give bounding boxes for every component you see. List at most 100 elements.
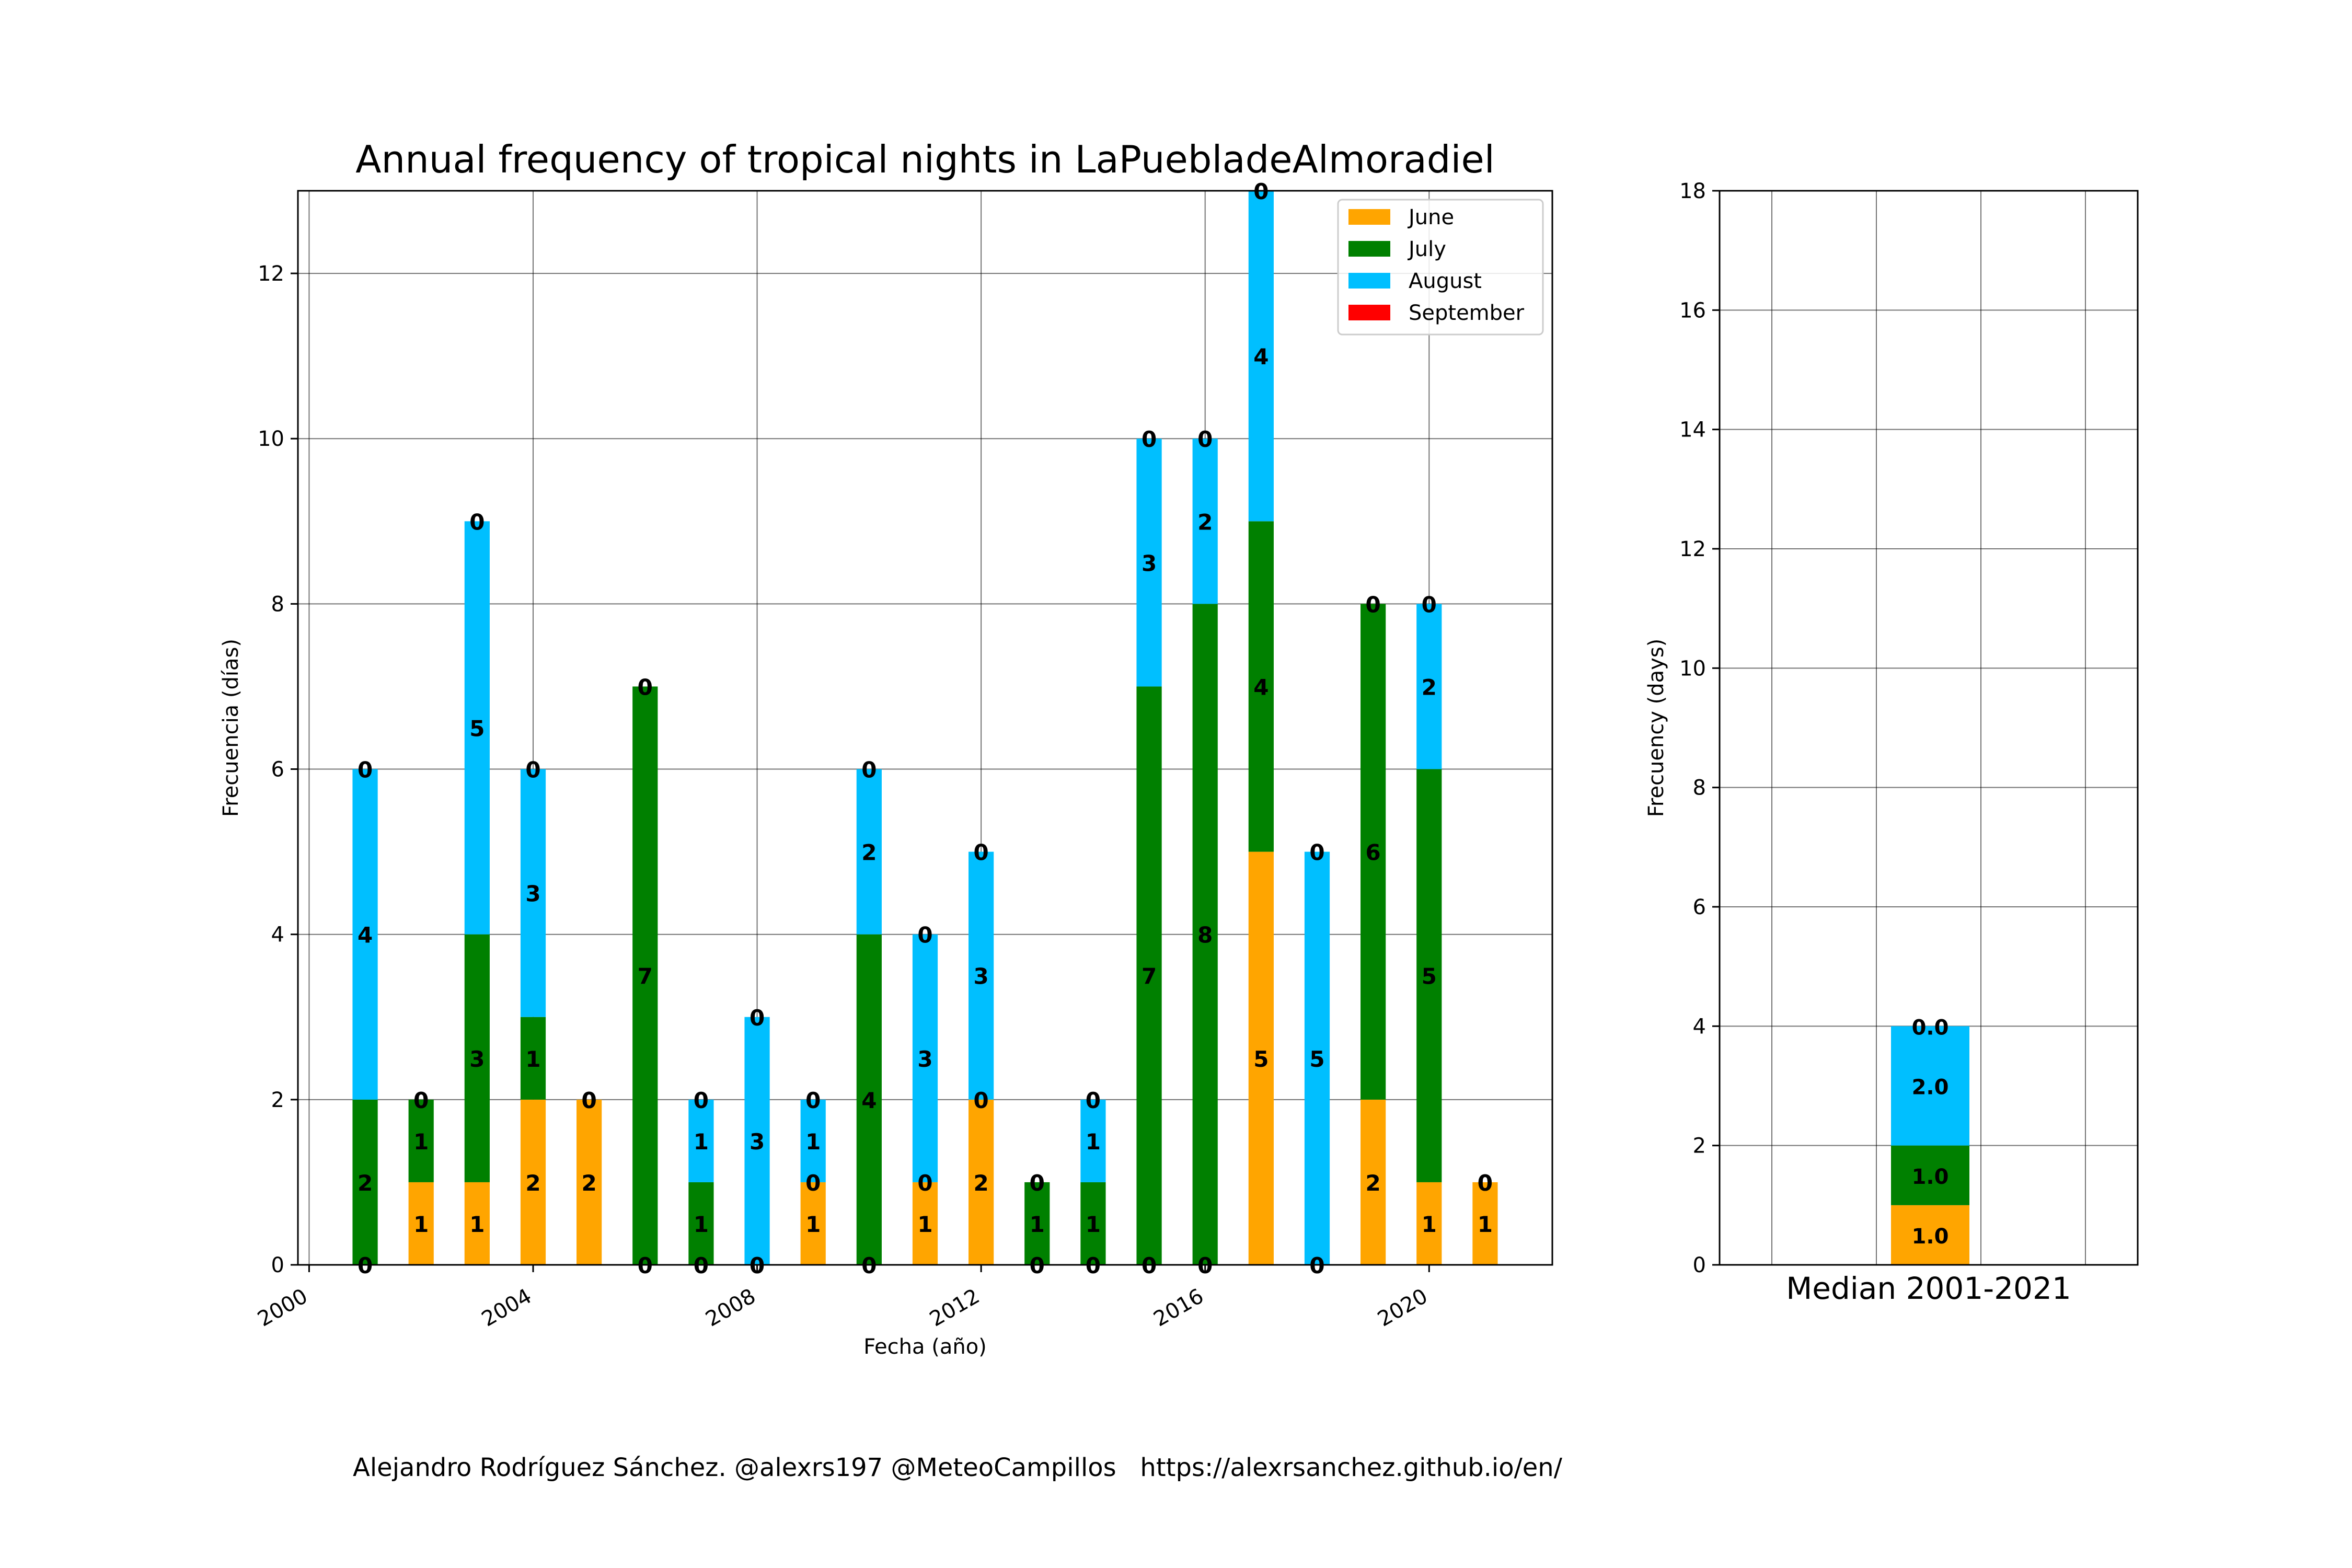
plot-frame xyxy=(297,190,1553,1266)
data-label: 0 xyxy=(358,757,373,783)
bar-august xyxy=(1248,191,1274,522)
x-tick-label: 2012 xyxy=(926,1284,984,1332)
data-label: 5 xyxy=(469,716,485,742)
data-label: 0 xyxy=(413,1088,429,1113)
y-tick-label: 0 xyxy=(1693,1253,1706,1277)
bar-june xyxy=(577,1099,602,1265)
legend-label: August xyxy=(1409,269,1482,293)
y-tick-label: 8 xyxy=(1693,776,1706,800)
legend-label: September xyxy=(1409,301,1525,325)
data-label: 0 xyxy=(413,1088,429,1113)
data-label: 1 xyxy=(1086,1129,1101,1155)
data-label: 1 xyxy=(917,1212,932,1237)
data-label: 0 xyxy=(582,1088,597,1113)
data-label: 4 xyxy=(861,1088,877,1113)
median-chart: 1.0 1.0 2.0 0.0 0 2 4 6 8 10 12 14 16 18 Median 2001-2… xyxy=(1644,179,2139,1306)
bar-july xyxy=(856,934,882,1265)
bar-june xyxy=(969,1099,994,1265)
data-label: 1 xyxy=(1030,1212,1045,1237)
data-label: 0 xyxy=(805,1088,821,1113)
bar-june xyxy=(1361,1099,1386,1265)
bar-july xyxy=(1248,521,1274,852)
data-label: 0 xyxy=(694,1088,709,1113)
credit-text: Alejandro Rodríguez Sánchez. @alexrs197 … xyxy=(353,1453,1562,1482)
data-label: 0 xyxy=(1309,840,1324,866)
data-label: 1 xyxy=(805,1212,821,1237)
data-label: 1 xyxy=(1478,1212,1493,1237)
data-label: 2 xyxy=(1422,674,1437,700)
data-label: 1 xyxy=(694,1129,709,1155)
bar-june xyxy=(408,1182,434,1265)
data-label: 2 xyxy=(582,1170,597,1196)
data-label: 0 xyxy=(1422,592,1437,617)
data-label: 0 xyxy=(1086,1088,1101,1113)
median-x-label: Median 2001-2021 xyxy=(1786,1271,2071,1306)
bar-august xyxy=(1136,439,1162,687)
data-label: 1 xyxy=(694,1212,709,1237)
data-label: 2 xyxy=(1197,509,1213,535)
bar-august xyxy=(1304,851,1330,1265)
data-label: 3 xyxy=(974,964,989,989)
data-label: 0 xyxy=(1030,1170,1045,1196)
data-label: 0 xyxy=(638,674,653,700)
bar-august xyxy=(912,934,938,1182)
x-tick-label: 2000 xyxy=(253,1284,312,1332)
data-label: 3 xyxy=(750,1129,765,1155)
legend-box xyxy=(1337,199,1544,336)
data-label: 8 xyxy=(1197,923,1213,948)
data-label: 0 xyxy=(1366,592,1381,617)
data-label: 0 xyxy=(1030,1170,1045,1196)
y-tick-label: 14 xyxy=(1679,418,1706,442)
bar-july xyxy=(1136,686,1162,1265)
data-label: 2 xyxy=(1366,1170,1381,1196)
data-label: 3 xyxy=(1142,550,1157,576)
data-label: 0 xyxy=(638,674,653,700)
y-tick-label: 12 xyxy=(1679,537,1706,561)
data-label: 4 xyxy=(358,923,373,948)
bar-july xyxy=(688,1182,714,1265)
data-label: 1 xyxy=(525,1046,540,1072)
bar-june xyxy=(800,1182,826,1265)
data-label: 0 xyxy=(469,509,485,535)
y-tick-label: 0 xyxy=(271,1253,284,1277)
bar-july xyxy=(1416,769,1442,1182)
data-label: 7 xyxy=(638,964,653,989)
bar-august xyxy=(464,521,490,935)
median-data-label: 0.0 xyxy=(1912,1016,1949,1040)
x-tick-label: 2016 xyxy=(1150,1284,1208,1332)
bar-july xyxy=(1361,604,1386,1100)
data-label: 0 xyxy=(917,1170,932,1196)
data-label: 3 xyxy=(469,1046,485,1072)
bar-june xyxy=(1416,1182,1442,1265)
y-tick-label: 10 xyxy=(258,427,284,451)
data-label: 7 xyxy=(1142,964,1157,989)
bar-august xyxy=(1416,604,1442,769)
data-label: 3 xyxy=(525,881,540,907)
main-chart: 0240110013502130200007000110003010100420… xyxy=(219,137,1553,1359)
bar-july xyxy=(352,1099,378,1265)
x-tick-label: 2020 xyxy=(1374,1284,1432,1332)
y-tick-label: 2 xyxy=(1693,1134,1706,1158)
bar-august xyxy=(1080,1099,1106,1182)
bar-august xyxy=(688,1099,714,1182)
data-label: 1 xyxy=(1086,1212,1101,1237)
data-label: 0 xyxy=(1478,1170,1493,1196)
data-label: 4 xyxy=(1253,674,1269,700)
bar-july xyxy=(1192,604,1218,1265)
data-label: 4 xyxy=(1253,344,1269,370)
x-axis-label: Fecha (año) xyxy=(863,1335,987,1359)
median-bar-june xyxy=(1891,1205,1969,1265)
legend-swatch xyxy=(1348,209,1390,225)
data-label: 5 xyxy=(1422,964,1437,989)
data-label: 0 xyxy=(1478,1170,1493,1196)
data-label: 1 xyxy=(1422,1212,1437,1237)
data-label: 2 xyxy=(358,1170,373,1196)
legend-label: June xyxy=(1407,205,1454,229)
bar-june xyxy=(912,1182,938,1265)
data-label: 0 xyxy=(805,1170,821,1196)
data-label: 0 xyxy=(582,1088,597,1113)
y-tick-label: 18 xyxy=(1679,179,1706,203)
bar-june xyxy=(464,1182,490,1265)
bar-june xyxy=(1472,1182,1498,1265)
bar-july xyxy=(1080,1182,1106,1265)
